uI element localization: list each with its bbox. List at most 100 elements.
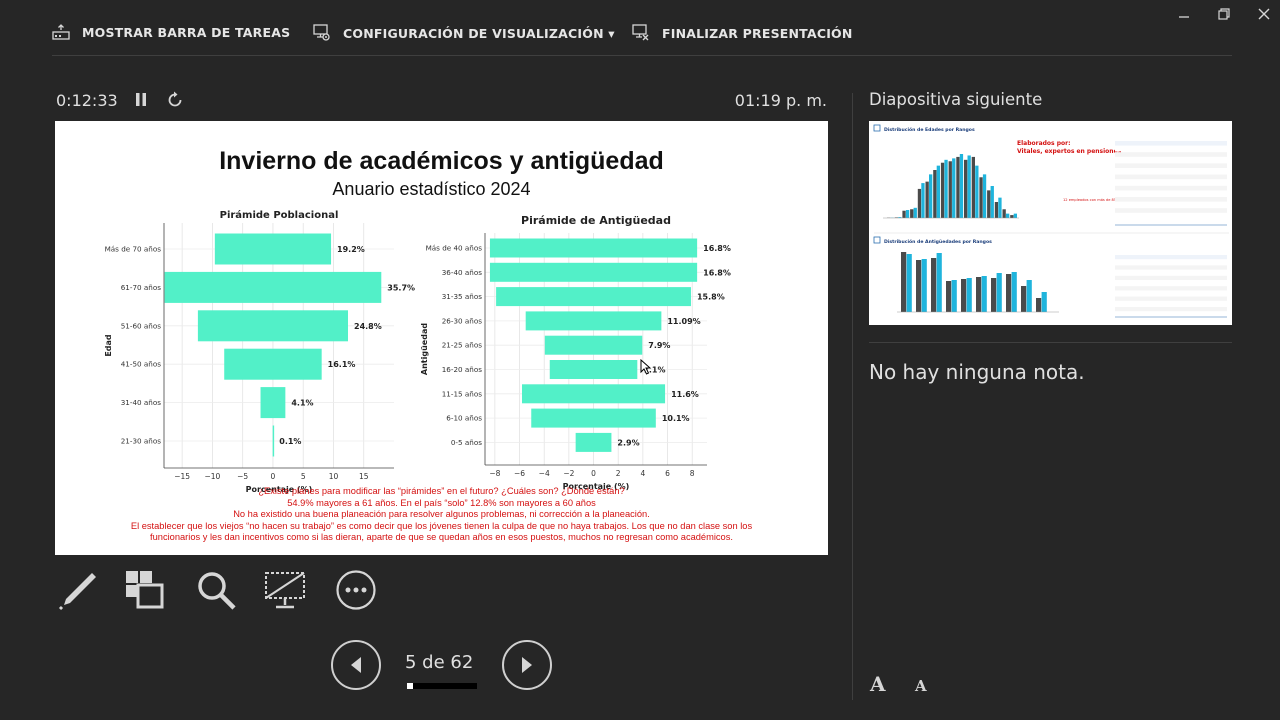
x-tick-label: −5 (237, 472, 248, 481)
chart-2: Pirámide de Antigüedad −8 −6 −4 −2 0 2 4 6 8 Más d… (420, 214, 731, 491)
slide-note-line: funcionarios y les dan incentivos como s… (150, 532, 733, 543)
y-tick-label: 0-5 años (451, 438, 482, 447)
data-label: 11.09% (667, 317, 700, 326)
slide-subtitle: Anuario estadístico 2024 (332, 179, 531, 199)
data-label: 35.7% (387, 283, 415, 292)
thumb-bar (1010, 215, 1014, 218)
chart-title: Pirámide Poblacional (220, 209, 339, 221)
thumb-bar (956, 156, 960, 218)
thumb-bar (1002, 209, 1006, 218)
bar (525, 311, 662, 331)
bar (272, 425, 275, 457)
thumb-bar (910, 209, 914, 218)
current-slide[interactable]: Invierno de académicos y antigüedad Anua… (55, 121, 828, 555)
data-label: 24.8% (354, 322, 382, 331)
end-slideshow-button[interactable]: FINALIZAR PRESENTACIÓN (632, 24, 853, 42)
monitor-gear-icon (313, 24, 330, 41)
data-label: 0.1% (279, 437, 301, 446)
next-slide-thumbnail[interactable]: Distribución de Edades por Rangos Elabora… (869, 121, 1232, 325)
y-tick-label: Más de 40 años (426, 244, 483, 253)
slide-note-line: ¿Existe planes para modificar las “pirám… (258, 486, 625, 496)
thumb-table-row (1115, 202, 1227, 208)
bar (575, 432, 612, 452)
thumb-annotation: Vitales, expertos en pensiones (1017, 148, 1122, 155)
slide-title: Invierno de académicos y antigüedad (219, 147, 664, 175)
y-axis-label: Antigüedad (420, 323, 429, 375)
next-slide-preview: Distribución de Edades por Rangos Elabora… (873, 124, 1229, 318)
x-tick-label: 6 (665, 469, 670, 478)
thumb-bar (967, 155, 971, 218)
thumb-bar (931, 258, 937, 312)
thumb-table-row (1115, 180, 1227, 185)
bar (531, 408, 656, 428)
x-axis-label: Porcentaje (%) (563, 482, 630, 491)
x-tick-label: −10 (205, 472, 221, 481)
thumb-table-row (1115, 197, 1227, 202)
thumb-table-row (1115, 191, 1227, 196)
thumb-bar (975, 165, 979, 218)
x-tick-label: −4 (539, 469, 550, 478)
presenter-toolbar: MOSTRAR BARRA DE TAREAS CONFIGURACIÓN DE… (0, 0, 1280, 56)
data-label: 11.6% (671, 390, 699, 399)
pen-tool-icon[interactable] (56, 569, 98, 611)
thumb-bar (946, 281, 952, 312)
thumb-bar (1041, 292, 1047, 312)
close-icon (1258, 8, 1270, 20)
data-label: 19.2% (337, 245, 365, 254)
end-show-icon (632, 24, 649, 41)
y-tick-label: 36-40 años (442, 268, 483, 277)
thumb-table-row (1115, 169, 1227, 174)
minimize-button[interactable] (1164, 6, 1204, 22)
elapsed-timer: 0:12:33 (56, 91, 118, 110)
show-taskbar-button[interactable]: MOSTRAR BARRA DE TAREAS (52, 24, 290, 40)
previous-slide-button[interactable] (331, 640, 381, 690)
y-tick-label: 41-50 años (121, 360, 162, 369)
display-settings-button[interactable]: CONFIGURACIÓN DE VISUALIZACIÓN ▾ (313, 24, 615, 42)
y-tick-label: 16-20 años (442, 365, 483, 374)
thumb-bar (901, 252, 907, 312)
thumb-table-row (1115, 270, 1227, 275)
thumb-bar (994, 202, 999, 218)
close-button[interactable] (1244, 6, 1280, 22)
next-slide-button[interactable] (502, 640, 552, 690)
thumb-bar (959, 154, 964, 218)
thumb-table-row (1115, 152, 1227, 157)
restore-icon (1218, 8, 1230, 20)
thumb-table-row (1115, 260, 1227, 265)
zoom-icon[interactable] (195, 569, 237, 611)
current-time: 01:19 p. m. (734, 91, 827, 110)
thumb-annotation: Elaborados por: (1017, 140, 1070, 147)
restart-timer-icon[interactable] (166, 91, 184, 109)
thumb-bar (982, 174, 987, 218)
thumb-bar (971, 156, 975, 218)
slide-notes: ¿Existe planes para modificar las “pirám… (55, 486, 828, 544)
restore-button[interactable] (1204, 6, 1244, 22)
thumb-note: 12 empleados con más de 85 años (1063, 198, 1126, 202)
thumb-bar (933, 170, 937, 218)
increase-font-button[interactable]: A (870, 672, 886, 696)
thumb-bar (1011, 272, 1017, 312)
thumb-table-row (1115, 286, 1227, 291)
previous-arrow-icon (351, 657, 361, 673)
bar (224, 348, 322, 380)
thumb-bar (916, 260, 922, 312)
decrease-font-button[interactable]: A (915, 677, 927, 695)
thumb-bar (966, 278, 972, 312)
toolbar-divider (52, 55, 1232, 56)
black-screen-icon[interactable] (264, 569, 306, 611)
pause-timer-icon[interactable] (134, 92, 148, 107)
thumb-table-row (1115, 157, 1227, 163)
y-tick-label: 11-15 años (442, 389, 483, 398)
mouse-cursor-icon (640, 359, 652, 375)
slide-note-line: El establecer que los viejos “no hacen s… (130, 520, 753, 531)
more-options-icon[interactable] (335, 569, 377, 611)
data-label: 15.8% (697, 293, 725, 302)
thumb-bar (936, 165, 940, 218)
y-tick-label: 61-70 años (121, 283, 162, 292)
chart-icon (873, 236, 881, 244)
slide-counter[interactable]: 5 de 62 (405, 652, 474, 673)
thumb-table-row (1115, 141, 1227, 146)
thumb-chart2-title: Distribución de Antigüedades por Rangos (884, 238, 992, 245)
x-tick-label: 2 (616, 469, 621, 478)
see-all-slides-icon[interactable] (124, 569, 166, 611)
